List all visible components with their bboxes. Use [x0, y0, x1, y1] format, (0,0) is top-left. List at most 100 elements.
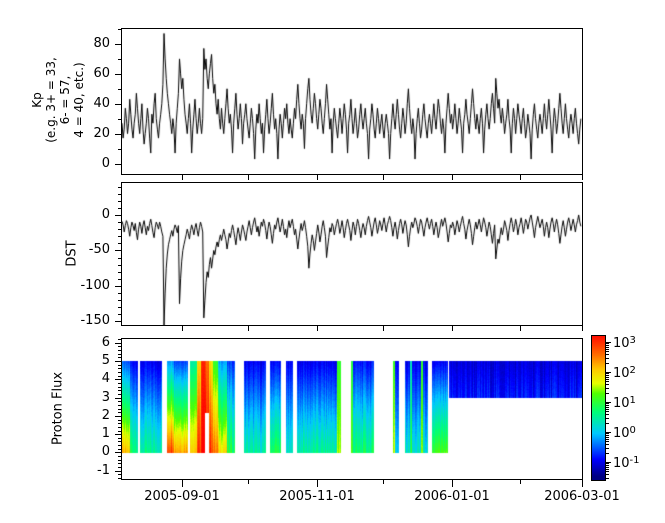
axis-tick — [115, 215, 121, 216]
axis-tick — [182, 480, 183, 487]
colorbar-tick — [606, 345, 609, 346]
axis-tick — [115, 416, 121, 417]
colorbar-tick — [606, 381, 609, 382]
y-tick-label: 20 — [93, 126, 110, 141]
colorbar-tick — [606, 478, 609, 479]
axis-tick — [118, 229, 121, 230]
axis-tick — [118, 456, 121, 457]
axis-tick — [115, 44, 121, 45]
colorbar-tick — [606, 379, 609, 380]
colorbar-tick — [606, 373, 609, 374]
colorbar-tick — [606, 469, 609, 470]
axis-tick — [182, 175, 183, 180]
y-tick-label: 0 — [101, 207, 110, 222]
colorbar-tick — [606, 384, 609, 385]
colorbar-tick — [606, 448, 609, 449]
y-tick-label: 5 — [101, 353, 110, 368]
proton-flux-panel — [121, 338, 583, 480]
colorbar-tick — [606, 463, 609, 464]
y-tick-label: 0 — [101, 156, 110, 171]
axis-tick — [118, 222, 121, 223]
axis-tick — [317, 326, 318, 331]
axis-tick — [118, 314, 121, 315]
axis-tick — [118, 258, 121, 259]
axis-tick — [520, 480, 521, 484]
axis-tick — [118, 438, 121, 439]
axis-tick — [115, 286, 121, 287]
colorbar-tick — [606, 467, 609, 468]
axis-tick — [118, 89, 121, 90]
colorbar-tick — [606, 375, 609, 376]
y-tick-label: -50 — [88, 242, 110, 257]
axis-tick — [317, 480, 318, 487]
colorbar-tick — [606, 414, 609, 415]
x-tick-label: 2005-09-01 — [144, 489, 220, 504]
colorbar-tick — [606, 471, 609, 472]
axis-tick — [452, 326, 453, 331]
colorbar-tick — [606, 432, 611, 433]
axis-tick — [115, 74, 121, 75]
axis-tick — [118, 401, 121, 402]
y-tick-label: -1 — [97, 463, 110, 478]
colorbar-tick — [606, 349, 609, 350]
axis-tick — [118, 272, 121, 273]
x-tick-label: 2006-01-01 — [414, 489, 490, 504]
axis-tick — [118, 368, 121, 369]
x-tick-label: 2005-11-01 — [279, 489, 355, 504]
axis-tick — [118, 441, 121, 442]
axis-tick — [118, 293, 121, 294]
axis-tick — [115, 361, 121, 362]
y-tick-label: 1 — [101, 426, 110, 441]
axis-tick — [582, 326, 583, 331]
axis-tick — [118, 208, 121, 209]
colorbar-tick — [606, 363, 609, 364]
colorbar-tick — [606, 388, 609, 389]
colorbar-tick — [606, 407, 609, 408]
axis-tick — [248, 480, 249, 484]
colorbar-tick — [606, 403, 609, 404]
axis-tick — [383, 326, 384, 331]
axis-tick — [118, 463, 121, 464]
axis-tick — [383, 175, 384, 180]
axis-tick — [115, 104, 121, 105]
axis-tick — [452, 175, 453, 180]
colorbar-tick — [606, 453, 609, 454]
colorbar-tick — [606, 372, 611, 373]
colorbar-tick — [606, 377, 609, 378]
axis-tick — [118, 346, 121, 347]
axis-tick — [118, 187, 121, 188]
colorbar-tick — [606, 409, 609, 410]
axis-tick — [118, 236, 121, 237]
axis-tick — [118, 460, 121, 461]
axis-tick — [118, 412, 121, 413]
x-tick-label: 2006-03-01 — [544, 489, 620, 504]
y-tick-label: 3 — [101, 390, 110, 405]
y-tick-label: 40 — [93, 96, 110, 111]
y-tick-label: 0 — [101, 444, 110, 459]
axis-tick — [118, 405, 121, 406]
axis-tick — [118, 431, 121, 432]
proton-flux-heatmap — [122, 339, 582, 479]
axis-tick — [118, 357, 121, 358]
axis-tick — [118, 365, 121, 366]
colorbar-tick — [606, 474, 609, 475]
axis-tick — [118, 423, 121, 424]
colorbar-tick — [606, 462, 611, 463]
axis-tick — [115, 250, 121, 251]
axis-tick — [118, 474, 121, 475]
axis-tick — [118, 350, 121, 351]
colorbar-tick — [606, 351, 609, 352]
axis-tick — [520, 326, 521, 331]
axis-tick — [118, 119, 121, 120]
colorbar-tick — [606, 358, 609, 359]
kp-panel — [121, 28, 583, 175]
axis-tick — [118, 427, 121, 428]
axis-tick — [115, 343, 121, 344]
colorbar-tick — [606, 354, 609, 355]
colorbar-tick-label: 103 — [613, 335, 636, 351]
dst-panel — [121, 182, 583, 326]
axis-tick — [118, 390, 121, 391]
colorbar-tick-label: 101 — [613, 395, 636, 411]
axis-tick — [118, 387, 121, 388]
